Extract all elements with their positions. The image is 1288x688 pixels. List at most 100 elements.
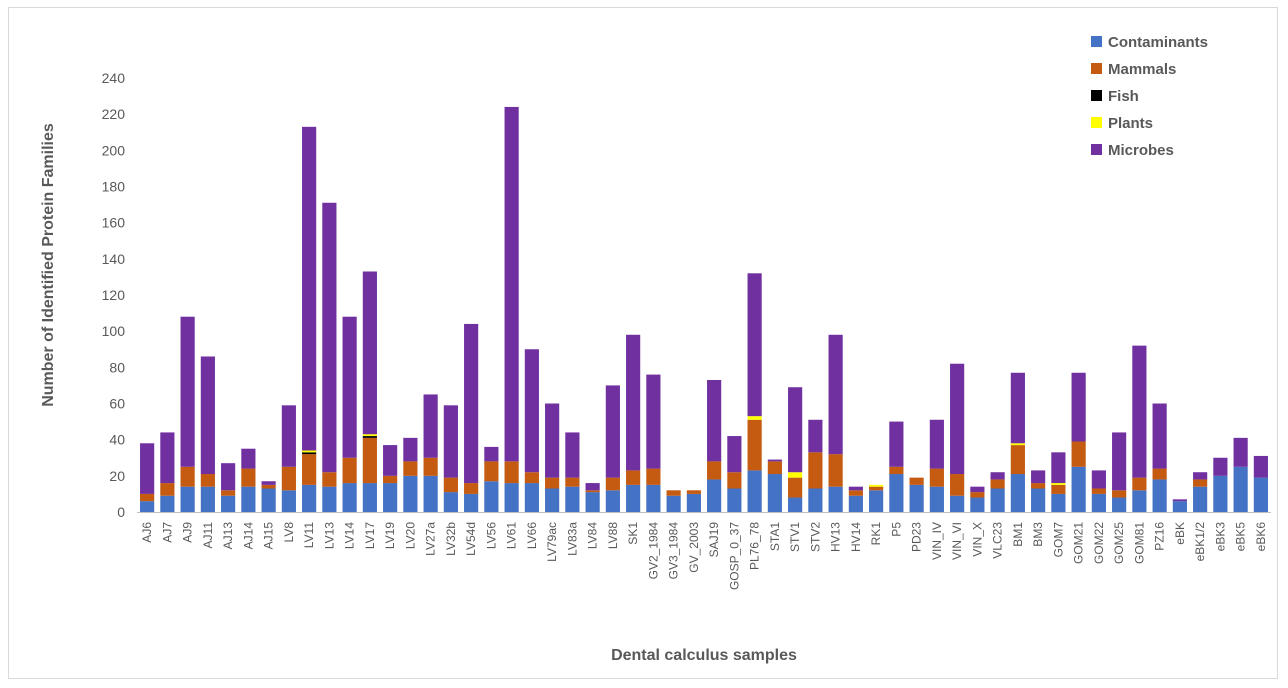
bar-segment-contaminants-lv19 [383, 483, 398, 512]
y-axis-ticks: 0 20 40 60 80 100 120 140 160 180 200 220 240 [102, 70, 126, 520]
bar-segment-microbes-saj19 [707, 379, 722, 462]
bar-segment-contaminants-sk1 [626, 484, 641, 513]
bar-segment-microbes-lv66 [524, 349, 539, 473]
bar-segment-microbes-sk1 [626, 334, 641, 471]
x-tick-label: AJ15 [262, 522, 276, 550]
y-tick-label: 0 [117, 504, 125, 520]
bar-segment-microbes-p5 [889, 421, 904, 467]
bar-segment-microbes-aj6 [140, 443, 155, 494]
x-tick-label: LV56 [484, 522, 498, 549]
bar-segment-microbes-aj14 [241, 448, 256, 469]
x-tick-label: AJ9 [181, 522, 195, 543]
x-tick-label: LV17 [363, 522, 377, 549]
bar-segment-mammals-gom21 [1071, 441, 1086, 467]
x-tick-label: LV27a [424, 522, 438, 556]
bar-segment-contaminants-lv56 [484, 481, 499, 512]
x-tick-label: eBK6 [1254, 522, 1268, 552]
bar-segment-contaminants-lv8 [281, 490, 296, 512]
bar-segment-mammals-vlc23 [990, 479, 1005, 489]
bar-segment-mammals-vin-vi [950, 474, 965, 496]
bar-segment-microbes-bm1 [1010, 372, 1025, 444]
bar-segment-microbes-lv19 [383, 445, 398, 476]
bar-segment-contaminants-lv27a [423, 475, 438, 512]
bar-segment-contaminants-gv3-1984 [666, 495, 681, 512]
y-tick-label: 20 [109, 468, 125, 484]
bar-segment-microbes-aj11 [200, 356, 215, 475]
bar-segment-mammals-lv19 [383, 475, 398, 484]
x-tick-label: eBK5 [1234, 522, 1248, 552]
y-tick-label: 140 [102, 251, 126, 267]
x-tick-label: LV61 [505, 522, 519, 549]
x-tick-label: VIN_X [970, 522, 984, 557]
y-tick-label: 240 [102, 70, 126, 86]
bar-segment-mammals-vin-iv [929, 468, 944, 487]
x-tick-label: LV8 [282, 522, 296, 543]
bar-segment-mammals-lv61 [504, 461, 519, 484]
bar-segment-contaminants-aj15 [261, 488, 276, 512]
x-tick-label: LV79ac [545, 522, 559, 562]
bar-segment-contaminants-pl76-78 [747, 470, 762, 512]
legend-swatch-fish [1091, 90, 1102, 101]
x-tick-label: SAJ19 [707, 522, 721, 558]
y-tick-label: 220 [102, 106, 126, 122]
bar-segment-mammals-lv27a [423, 457, 438, 476]
x-tick-label: VIN_IV [930, 522, 944, 560]
bar-segment-microbes-lv79ac [545, 403, 560, 478]
bar-segment-mammals-lv8 [281, 466, 296, 491]
bar-segment-contaminants-gom81 [1132, 490, 1147, 512]
x-tick-label: eBK1/2 [1193, 522, 1207, 562]
bar-segment-microbes-lv54d [464, 323, 479, 484]
bar-segment-microbes-hv14 [848, 486, 863, 491]
bar-segment-contaminants-gom21 [1071, 466, 1086, 512]
bar-segment-mammals-pz16 [1152, 468, 1167, 480]
bar-segment-contaminants-ebk [1172, 501, 1187, 512]
bar-segment-mammals-aj7 [160, 483, 175, 496]
legend-swatch-mammals [1091, 63, 1102, 74]
bar-segment-plants-rk1 [869, 484, 884, 487]
legend-label-microbes: Microbes [1108, 142, 1174, 159]
bar-segment-microbes-lv13 [322, 202, 337, 473]
bar-segment-microbes-lv20 [403, 437, 418, 462]
x-tick-label: BM3 [1031, 522, 1045, 547]
bar-segment-contaminants-lv14 [342, 483, 357, 512]
bar-segment-mammals-hv14 [848, 490, 863, 496]
bar-segment-contaminants-vin-x [970, 497, 985, 512]
x-tick-label: LV20 [403, 522, 417, 549]
x-tick-label: AJ13 [221, 522, 235, 550]
bar-segment-contaminants-lv54d [464, 493, 479, 512]
y-tick-label: 160 [102, 215, 126, 231]
x-axis-title: Dental calculus samples [611, 647, 797, 664]
bar-segment-mammals-ebk1-2 [1193, 479, 1208, 487]
bar-segment-microbes-lv14 [342, 316, 357, 458]
bar-segment-mammals-gv3-1984 [666, 490, 681, 496]
bar-segment-microbes-vin-vi [950, 363, 965, 475]
bar-segment-contaminants-vin-vi [950, 495, 965, 512]
bar-segment-contaminants-lv17 [362, 483, 377, 512]
bar-segment-mammals-aj13 [221, 490, 236, 496]
bar-segment-contaminants-pd23 [909, 484, 924, 513]
bar-segment-mammals-gom7 [1051, 484, 1066, 494]
x-tick-label: eBK [1173, 522, 1187, 545]
bar-segment-mammals-aj14 [241, 468, 256, 487]
bar-segment-microbes-vin-x [970, 486, 985, 493]
x-tick-label: LV19 [383, 522, 397, 549]
bar-segment-contaminants-gom25 [1112, 497, 1127, 512]
bar-segment-microbes-ebk6 [1253, 455, 1268, 478]
bar-segment-mammals-saj19 [707, 461, 722, 480]
bar-segment-contaminants-aj7 [160, 495, 175, 512]
bar-segment-microbes-vin-iv [929, 419, 944, 469]
x-tick-label: LV32b [444, 522, 458, 556]
bar-segment-mammals-lv84 [585, 490, 600, 493]
y-tick-label: 200 [102, 142, 126, 158]
y-tick-label: 40 [109, 432, 125, 448]
bar-segment-microbes-ebk1-2 [1193, 472, 1208, 480]
bar-segment-contaminants-hv13 [828, 486, 843, 512]
bar-segment-mammals-vin-x [970, 492, 985, 498]
bar-segment-microbes-hv13 [828, 334, 843, 455]
bar-segment-microbes-gom21 [1071, 372, 1086, 442]
bar-segment-contaminants-gv-2003 [686, 493, 701, 512]
x-tick-label: LV84 [586, 522, 600, 549]
bar-segment-contaminants-sta1 [767, 474, 782, 512]
bar-segment-microbes-aj9 [180, 316, 195, 467]
bar-segment-microbes-sta1 [767, 459, 782, 462]
